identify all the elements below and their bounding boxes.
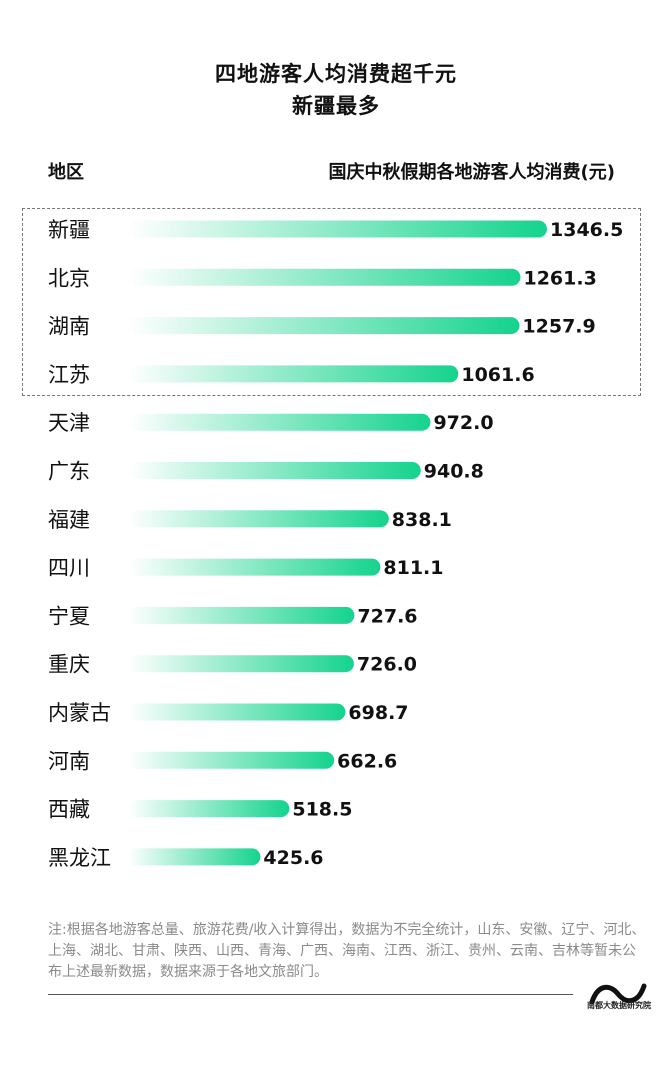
- data-label: 838.1: [392, 509, 452, 531]
- bar: [128, 606, 355, 624]
- top-four-highlight-box: [22, 208, 641, 396]
- nandu-logo-icon: [589, 983, 647, 1005]
- bar: [128, 317, 520, 335]
- data-label: 698.7: [348, 702, 408, 724]
- data-label: 972.0: [433, 412, 493, 434]
- category-label: 黑龙江: [48, 846, 111, 870]
- category-label: 福建: [48, 508, 90, 532]
- footnote: 注:根据各地游客总量、旅游花费/收入计算得出，数据为不完全统计，山东、安徽、辽宁…: [48, 922, 646, 980]
- data-label: 1261.3: [523, 267, 596, 289]
- category-label: 江苏: [48, 363, 90, 387]
- bar: [128, 558, 381, 576]
- data-label: 811.1: [383, 557, 443, 579]
- data-label: 1346.5: [550, 219, 623, 241]
- category-label: 新疆: [48, 218, 90, 242]
- data-label: 726.0: [357, 654, 417, 676]
- bar: [128, 703, 346, 721]
- category-label: 宁夏: [48, 604, 90, 628]
- data-label: 425.6: [263, 847, 323, 869]
- data-label: 940.8: [424, 461, 484, 483]
- bar: [128, 510, 389, 528]
- category-label: 广东: [48, 460, 90, 484]
- data-label: 727.6: [357, 605, 417, 627]
- bar: [128, 655, 354, 673]
- bar: [128, 462, 421, 479]
- chart-subtitle: 新疆最多: [292, 94, 380, 118]
- category-label: 河南: [48, 749, 90, 773]
- category-label: 湖南: [48, 315, 90, 339]
- bar: [128, 413, 431, 431]
- data-label: 1061.6: [461, 364, 534, 386]
- footer-divider: [48, 994, 573, 995]
- category-label: 北京: [48, 266, 90, 290]
- bar: [128, 751, 335, 769]
- bar: [128, 800, 290, 818]
- data-label: 662.6: [337, 750, 397, 772]
- bar-chart: 新疆 1346.5 北京 1261.3 湖南 1257.9 江苏 1061.6 天津 972.0 广…: [48, 218, 623, 870]
- chart-title: 四地游客人均消费超千元: [215, 62, 457, 86]
- value-column-header: 国庆中秋假期各地游客人均消费(元): [328, 162, 615, 183]
- bar: [128, 268, 521, 286]
- category-label: 西藏: [48, 798, 90, 822]
- region-column-header: 地区: [48, 162, 84, 183]
- bar: [128, 848, 261, 866]
- bar: [128, 220, 547, 238]
- data-label: 518.5: [292, 799, 352, 821]
- category-label: 重庆: [48, 653, 90, 677]
- data-label: 1257.9: [522, 316, 595, 338]
- category-label: 内蒙古: [48, 701, 111, 725]
- category-label: 四川: [48, 556, 90, 580]
- bar: [128, 365, 459, 383]
- category-label: 天津: [48, 411, 90, 435]
- logo-text: 南都大数据研究院: [587, 1001, 651, 1010]
